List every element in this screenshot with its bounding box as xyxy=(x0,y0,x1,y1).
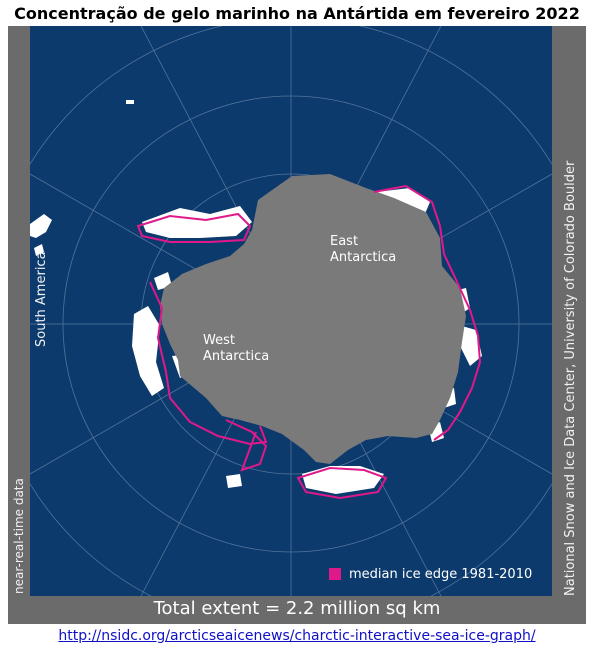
source-link[interactable]: http://nsidc.org/arcticseaicenews/charct… xyxy=(58,628,536,644)
south-america-landmass xyxy=(30,100,134,256)
median-ice-edge xyxy=(136,184,482,500)
map-canvas xyxy=(30,26,552,596)
west-antarctica-label: West Antarctica xyxy=(203,333,270,364)
legend-swatch xyxy=(329,568,341,580)
total-extent-text: Total extent = 2.2 million sq km xyxy=(153,598,441,619)
near-real-time-label: near-real-time data xyxy=(12,478,26,594)
nsidc-credit-label: National Snow and Ice Data Center, Unive… xyxy=(563,160,578,596)
legend: median ice edge 1981-2010 xyxy=(329,565,532,583)
left-side-strip xyxy=(8,26,30,596)
legend-label: median ice edge 1981-2010 xyxy=(349,566,533,582)
total-extent-bar: Total extent = 2.2 million sq km xyxy=(8,596,586,624)
right-side-strip xyxy=(552,26,586,596)
sea-ice-map xyxy=(30,26,552,596)
south-america-label: South America xyxy=(34,251,49,347)
page-title: Concentração de gelo marinho na Antártid… xyxy=(14,4,580,23)
east-antarctica-label: East Antarctica xyxy=(330,234,397,265)
antarctica-landmass xyxy=(160,174,466,464)
